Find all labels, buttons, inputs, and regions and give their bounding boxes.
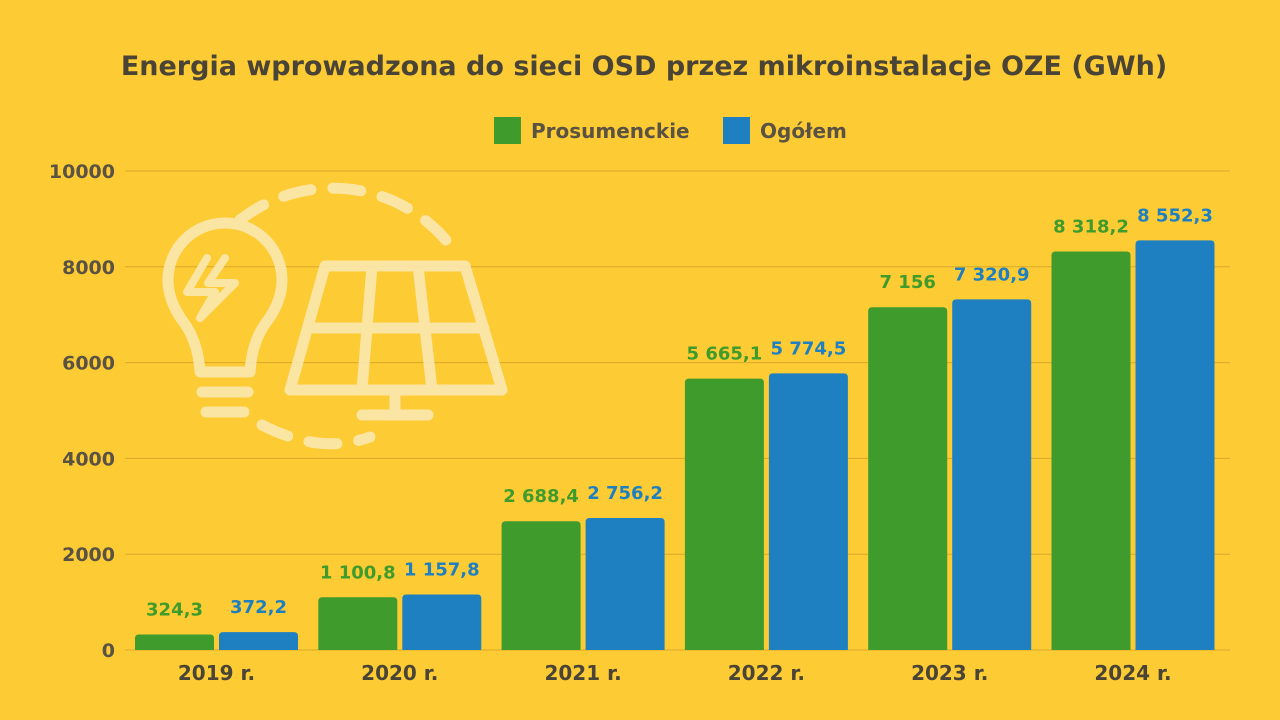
bar-ogolem (402, 594, 482, 650)
x-category-label: 2020 r. (361, 661, 438, 685)
x-category-label: 2019 r. (178, 661, 255, 685)
data-label: 7 320,9 (954, 264, 1030, 285)
bar-prosumenckie (501, 521, 581, 650)
bar-prosumenckie (868, 307, 948, 650)
lightning-bolt-icon (183, 254, 239, 322)
legend: Prosumenckie Ogółem (494, 117, 847, 144)
bar-prosumenckie (318, 597, 398, 650)
legend-label-prosumenckie: Prosumenckie (531, 119, 690, 143)
legend-swatch-ogolem (723, 117, 750, 144)
y-tick-label: 10000 (49, 161, 115, 183)
bar-prosumenckie (1051, 251, 1131, 650)
data-label: 1 100,8 (320, 562, 396, 583)
chart-title: Energia wprowadzona do sieci OSD przez m… (121, 51, 1167, 82)
y-tick-label: 2000 (62, 544, 115, 566)
bar-prosumenckie (135, 634, 214, 650)
bars (135, 240, 1215, 650)
data-label: 7 156 (880, 272, 936, 293)
bar-ogolem (219, 632, 298, 650)
data-label: 1 157,8 (404, 560, 480, 581)
legend-swatch-prosumenckie (494, 117, 521, 144)
y-tick-label: 4000 (62, 448, 115, 470)
y-tick-label: 0 (102, 640, 115, 662)
lightbulb-icon (162, 217, 288, 418)
x-axis-labels: 2019 r. 2020 r. 2021 r. 2022 r. 2023 r. 2024 … (178, 661, 1172, 685)
data-label: 5 774,5 (771, 338, 847, 359)
bar-ogolem (952, 299, 1032, 650)
data-label: 5 665,1 (687, 344, 763, 365)
y-tick-label: 6000 (62, 353, 115, 375)
data-label: 8 318,2 (1053, 217, 1129, 238)
data-label: 2 756,2 (587, 483, 663, 504)
legend-label-ogolem: Ogółem (760, 119, 847, 143)
data-label: 8 552,3 (1137, 205, 1213, 226)
y-axis-ticks: 0 2000 4000 6000 8000 10000 (49, 161, 115, 662)
data-label: 372,2 (230, 597, 287, 618)
x-category-label: 2022 r. (728, 661, 805, 685)
dashed-circle-decoration (234, 182, 456, 251)
y-tick-label: 8000 (62, 257, 115, 279)
x-category-label: 2021 r. (544, 661, 621, 685)
data-label: 324,3 (146, 599, 203, 620)
bar-prosumenckie (684, 378, 764, 650)
x-category-label: 2024 r. (1094, 661, 1171, 685)
dashed-circle-decoration-bottom (256, 419, 376, 450)
bar-ogolem (1135, 240, 1215, 650)
x-category-label: 2023 r. (911, 661, 988, 685)
lightbulb-solar-panel-icon (162, 182, 508, 450)
solar-panel-icon (284, 260, 508, 421)
bar-ogolem (585, 517, 665, 650)
bar-ogolem (768, 373, 848, 650)
data-label: 2 688,4 (503, 486, 579, 507)
gridlines (125, 170, 1230, 651)
data-labels: 324,3 372,2 1 100,8 1 157,8 2 688,4 2 756,2 5 … (146, 205, 1213, 620)
